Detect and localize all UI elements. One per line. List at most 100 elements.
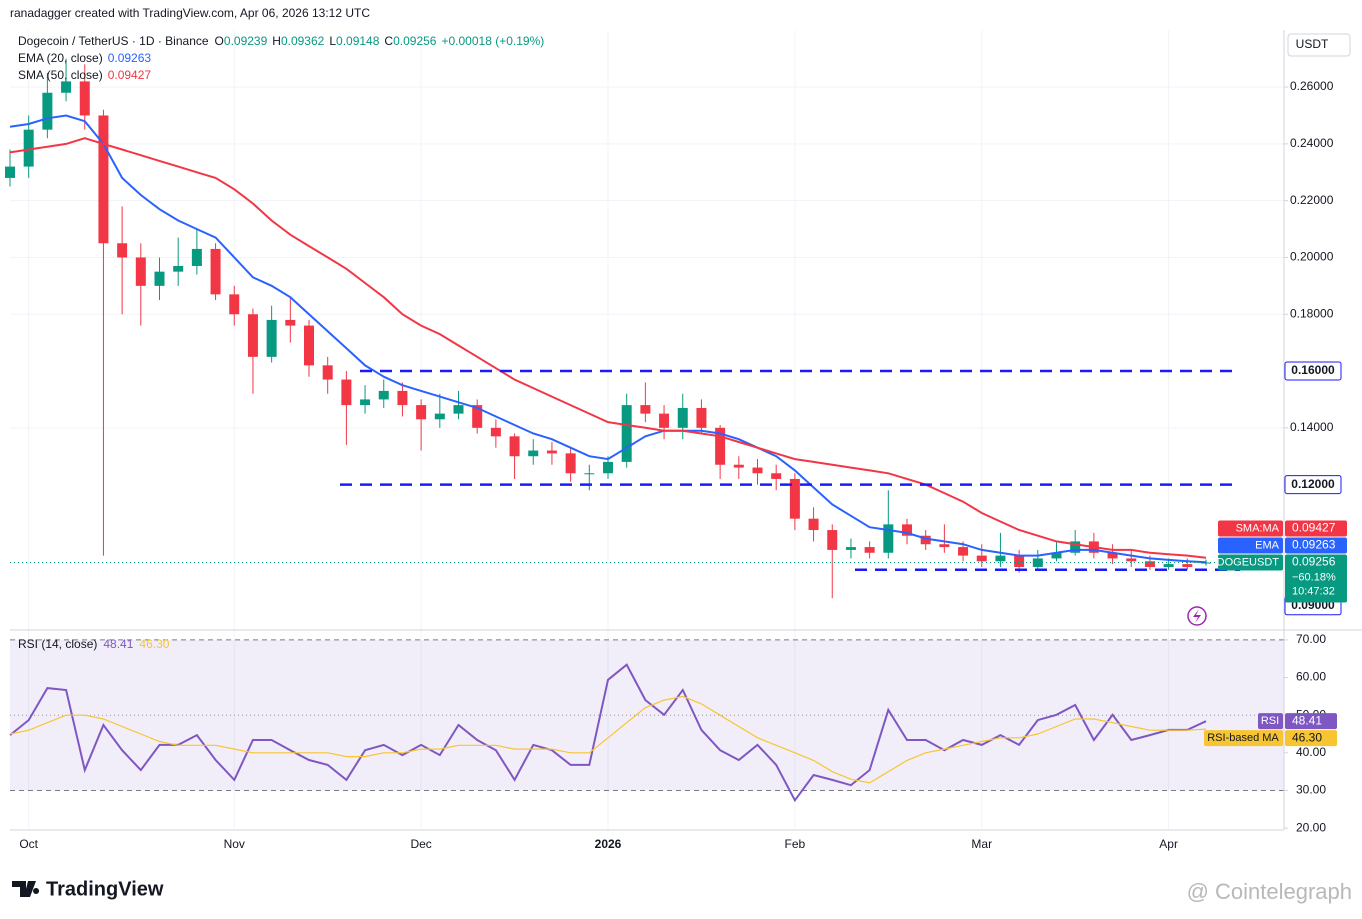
candle-body: [640, 405, 651, 414]
candle-body: [378, 390, 389, 400]
candle-body: [902, 524, 912, 536]
rsi-tag-name-text: RSI: [1261, 715, 1279, 727]
legend-name: SMA (50, close): [18, 68, 103, 82]
rsi-title: RSI (14, close): [18, 637, 97, 651]
symbol: Dogecoin / TetherUS · 1D · Binance: [18, 34, 209, 48]
ohlc-key: C: [384, 34, 393, 48]
candle-body: [453, 405, 464, 414]
x-tick-label: Dec: [410, 837, 431, 851]
y-tick-label: 0.20000: [1290, 250, 1334, 264]
rsi-tag: [1285, 713, 1337, 730]
legend-value: 48.41: [103, 637, 133, 651]
candle-body: [42, 92, 53, 130]
y-tick-label: 0.24000: [1290, 136, 1334, 150]
candle-body: [733, 464, 744, 468]
candle-body: [715, 427, 726, 465]
candle-body: [341, 379, 352, 406]
candle-body: [229, 294, 240, 315]
ohlc-value: 0.09362: [281, 34, 325, 48]
price-tag-name-text: SMA:MA: [1236, 522, 1280, 534]
ohlc-key: L: [329, 34, 336, 48]
candle-body: [752, 467, 763, 474]
legend-ema: EMA (20, close) 0.09263: [18, 51, 151, 65]
price-tag-value: 0.09263: [1292, 538, 1336, 552]
ma-line: [9, 114, 1207, 564]
candle-body: [285, 319, 296, 326]
attribution: ranadagger created with TradingView.com,…: [10, 6, 370, 20]
currency-box[interactable]: [1287, 33, 1351, 57]
price-tag: [1285, 554, 1347, 603]
ohlc-key: O: [215, 34, 224, 48]
ohlc-value: 0.09239: [224, 34, 268, 48]
candle-body: [659, 413, 670, 428]
level-label: 0.12000: [1291, 477, 1335, 491]
price-tag-name-text: DOGEUSDT: [1217, 556, 1280, 568]
level-label: 0.16000: [1291, 363, 1335, 377]
y-tick-label: 0.22000: [1290, 193, 1334, 207]
candle-body: [266, 319, 277, 357]
currency: USDT: [1296, 37, 1329, 51]
rsi-tag-name: [1258, 713, 1283, 730]
candle-body: [771, 473, 782, 479]
logo-mark: [12, 881, 40, 897]
y-tick-label: 70.00: [1296, 632, 1326, 646]
legend-value: 0.09263: [108, 51, 152, 65]
candle-body: [1051, 552, 1062, 559]
price-tag-name: [1218, 554, 1283, 571]
candle-body: [677, 407, 688, 428]
legend-value: 46.30: [139, 637, 169, 651]
candle-body: [360, 399, 371, 406]
candle-body: [191, 248, 202, 266]
change-pct: −60.18%: [1292, 571, 1336, 583]
ohlc-value: 0.09148: [336, 34, 380, 48]
candle-body: [509, 436, 520, 457]
rsi-tag-value: 48.41: [1292, 713, 1322, 727]
candle-body: [1032, 558, 1043, 567]
candle-body: [528, 450, 539, 457]
x-tick-label: Mar: [971, 837, 992, 851]
y-tick-label: 20.00: [1296, 820, 1326, 834]
candle-body: [472, 405, 483, 428]
candle-body: [976, 555, 987, 562]
x-tick-label: 2026: [595, 837, 622, 851]
candle-body: [1014, 555, 1025, 567]
candle-body: [79, 81, 90, 116]
candle-body: [490, 427, 501, 437]
x-tick-label: Oct: [19, 837, 38, 851]
candle-body: [696, 407, 707, 428]
candle-body: [883, 524, 894, 553]
legend-name: EMA (20, close): [18, 51, 103, 65]
y-tick-label: 30.00: [1296, 783, 1326, 797]
countdown: 10:47:32: [1292, 585, 1335, 597]
candle-body: [827, 530, 838, 550]
legend-rsi: RSI (14, close) 48.41 46.30: [18, 637, 170, 651]
rsi-ma-tag: [1285, 730, 1337, 747]
candle-body: [304, 325, 314, 366]
y-tick-label: 60.00: [1296, 670, 1326, 684]
candle-body: [603, 461, 613, 474]
ohlc-key: H: [272, 34, 281, 48]
rsi-ma-tag-value: 46.30: [1292, 730, 1322, 744]
candle-body: [397, 390, 408, 406]
price-tag: [1285, 520, 1347, 537]
candle-body: [416, 405, 427, 420]
candle-body: [565, 453, 576, 474]
candle-body: [23, 129, 34, 167]
candle-body: [621, 405, 632, 462]
x-tick-label: Apr: [1159, 837, 1178, 851]
candle-body: [939, 544, 950, 548]
candle-body: [5, 166, 15, 178]
candle-body: [154, 271, 165, 286]
candle-body: [135, 257, 146, 286]
candle-body: [1126, 558, 1137, 562]
price-tag-name: [1218, 520, 1283, 537]
candle-body: [1144, 561, 1155, 567]
price-tag-value: 0.09256: [1292, 555, 1336, 569]
candle-body: [864, 547, 875, 553]
legend-sma: SMA (50, close) 0.09427: [18, 68, 151, 82]
candle-body: [808, 518, 819, 531]
alert-bolt: [1193, 609, 1201, 623]
candle-body: [434, 413, 445, 420]
alert-icon[interactable]: [1187, 606, 1207, 626]
